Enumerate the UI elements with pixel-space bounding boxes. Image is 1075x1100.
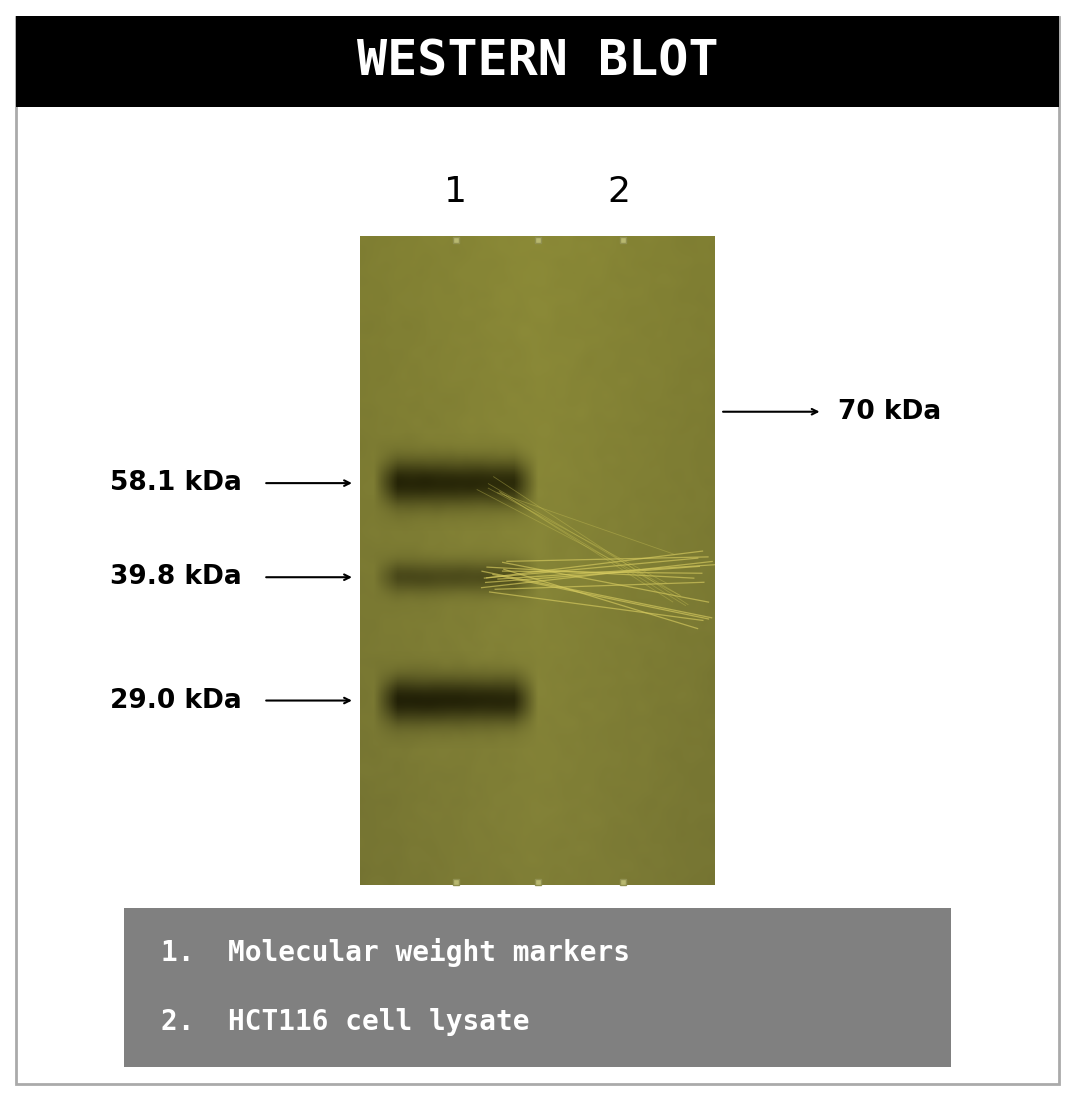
- Bar: [124, 908, 951, 1067]
- Text: 1.  Molecular weight markers: 1. Molecular weight markers: [161, 937, 630, 967]
- Text: 29.0 kDa: 29.0 kDa: [110, 688, 242, 714]
- Text: 2: 2: [607, 176, 631, 209]
- Text: 2.  HCT116 cell lysate: 2. HCT116 cell lysate: [161, 1009, 530, 1036]
- Text: 70 kDa: 70 kDa: [838, 398, 942, 425]
- Text: WESTERN BLOT: WESTERN BLOT: [357, 37, 718, 86]
- Text: 1: 1: [444, 176, 468, 209]
- Text: 39.8 kDa: 39.8 kDa: [110, 564, 242, 591]
- Bar: [16, 16, 1059, 107]
- Text: 58.1 kDa: 58.1 kDa: [110, 470, 242, 496]
